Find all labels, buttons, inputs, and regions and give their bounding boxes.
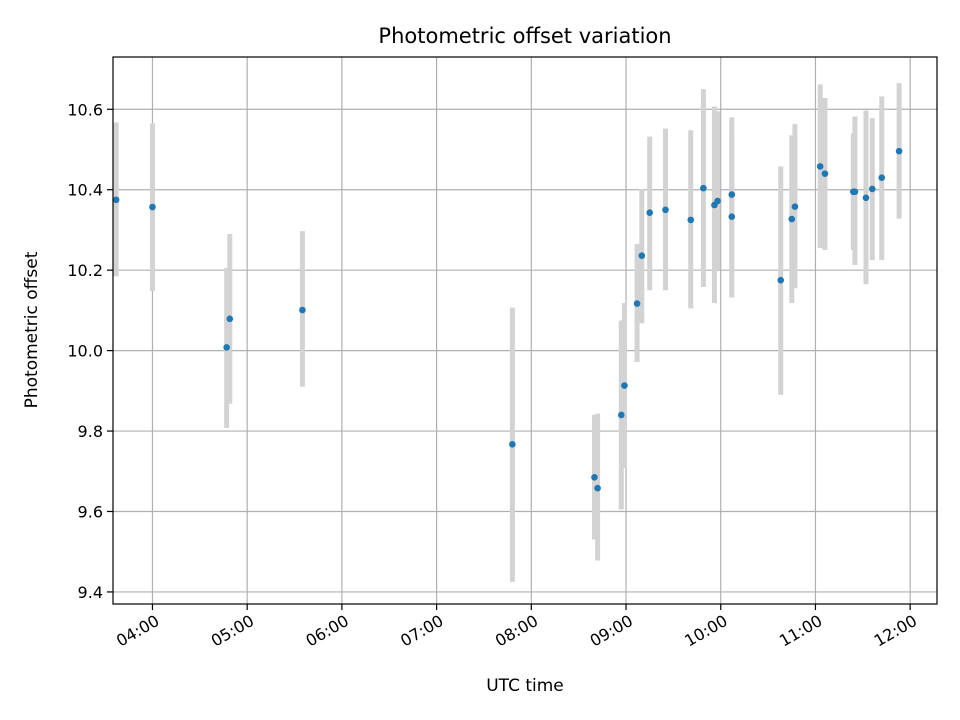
data-point — [728, 213, 736, 220]
data-point — [851, 188, 859, 196]
data-point — [617, 411, 625, 419]
y-tick-label: 9.4 — [78, 583, 103, 602]
plot-frame — [112, 56, 938, 605]
data-point — [638, 252, 646, 259]
data-point — [509, 441, 516, 448]
data-point — [299, 306, 306, 314]
data-point — [149, 203, 156, 211]
y-axis-ticks: 9.4 9.6 9.8 10.0 10.2 10.4 10.6 — [67, 100, 113, 602]
data-point — [621, 382, 628, 389]
y-axis-label: Photometric offset — [22, 251, 42, 408]
data-point — [895, 147, 903, 155]
y-tick-label: 10.4 — [67, 181, 103, 200]
data-point — [223, 344, 230, 351]
data-point — [878, 174, 886, 181]
data-point — [112, 196, 120, 204]
data-point — [821, 170, 829, 177]
data-point — [662, 206, 669, 214]
data-point — [868, 185, 876, 193]
x-axis-label: UTC time — [486, 676, 564, 696]
data-points — [112, 147, 903, 492]
y-tick-label: 10.6 — [67, 100, 103, 119]
data-point — [633, 300, 641, 307]
data-point — [226, 315, 234, 323]
data-point — [591, 474, 598, 481]
y-tick-label: 10.2 — [67, 261, 103, 280]
data-point — [791, 203, 799, 210]
y-tick-label: 9.6 — [78, 502, 103, 521]
data-point — [862, 194, 870, 202]
data-point — [714, 197, 721, 205]
chart-title: Photometric offset variation — [378, 24, 671, 48]
data-point — [687, 216, 695, 224]
data-point — [788, 215, 796, 223]
data-point — [646, 209, 654, 216]
y-tick-label: 10.0 — [67, 342, 103, 361]
data-point — [816, 163, 824, 170]
grid-lines — [113, 57, 937, 604]
data-point — [728, 191, 736, 198]
y-tick-label: 9.8 — [78, 422, 103, 441]
data-point — [594, 484, 601, 492]
data-point — [777, 276, 785, 284]
data-point — [700, 184, 707, 192]
